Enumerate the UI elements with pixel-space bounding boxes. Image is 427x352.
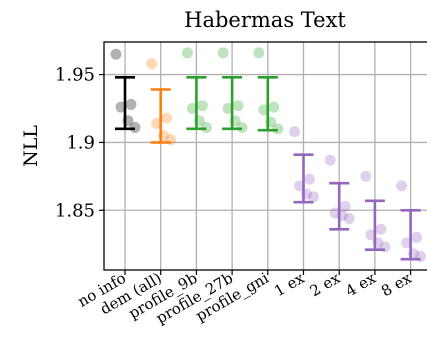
y-axis-label: NLL (20, 125, 42, 167)
x-tick-label: 4 ex (342, 269, 379, 301)
error-bars (115, 75, 421, 261)
data-point (236, 122, 248, 133)
data-point (161, 112, 173, 124)
chart-title: Habermas Text (184, 8, 346, 32)
data-point (339, 200, 351, 212)
y-tick-label: 1.85 (55, 200, 95, 221)
data-point (196, 100, 208, 112)
data-point (360, 170, 372, 182)
data-point (146, 58, 158, 70)
x-tick-label: 2 ex (307, 269, 344, 301)
data-point (289, 126, 300, 138)
y-tick-label: 1.95 (55, 65, 95, 86)
plot-frame (103, 41, 427, 271)
data-point (232, 100, 244, 112)
data-point (304, 173, 315, 185)
y-tick-label: 1.9 (66, 132, 95, 153)
x-tick-label: 8 ex (378, 269, 415, 301)
data-point (343, 212, 355, 224)
data-point (308, 191, 319, 203)
y-axis-ticks: 1.85 1.9 1.95 (55, 65, 104, 221)
x-tick-label: 1 ex (271, 269, 308, 301)
data-point (181, 47, 193, 59)
data-point (324, 154, 336, 166)
data-point (200, 122, 212, 133)
data-point (272, 123, 284, 135)
data-point (217, 47, 229, 59)
data-point (125, 98, 137, 110)
data-point (375, 223, 387, 235)
data-point (396, 180, 408, 192)
data-point (268, 101, 280, 113)
data-point (129, 122, 141, 133)
data-point (411, 231, 423, 243)
data-point (110, 48, 122, 60)
data-point (253, 47, 265, 59)
